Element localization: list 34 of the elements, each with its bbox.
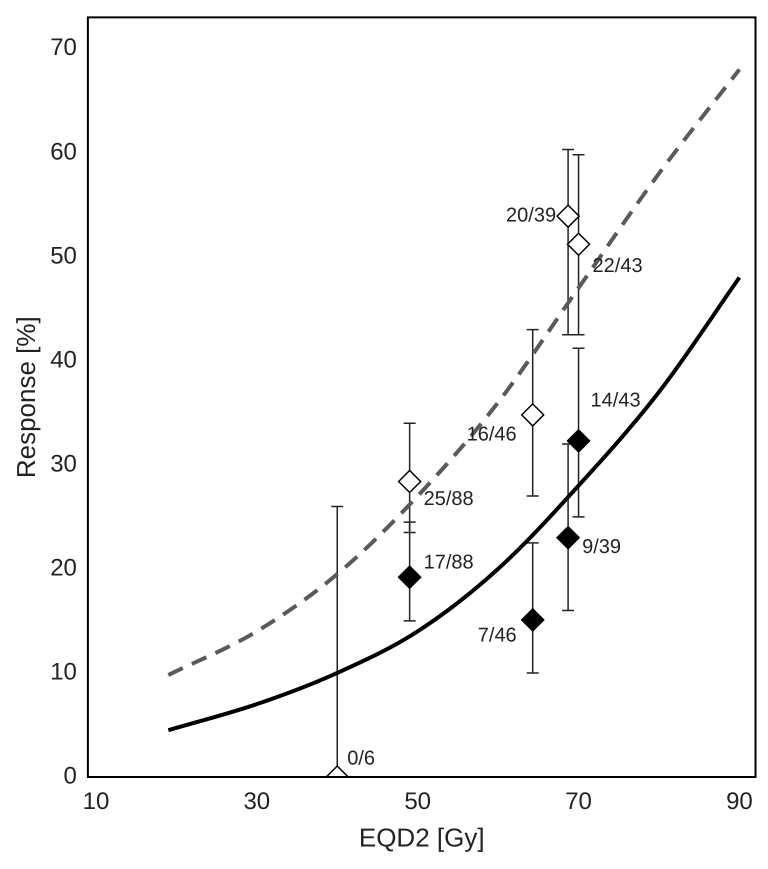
point	[556, 526, 580, 550]
annotation: 22/43	[592, 254, 643, 277]
y-axis-title: Response [%]	[10, 316, 41, 478]
annotation: 14/43	[590, 389, 641, 412]
point	[520, 403, 544, 427]
annotation: 7/46	[478, 624, 517, 646]
y-tick-label: 40	[50, 346, 77, 374]
x-tick-label: 30	[243, 788, 270, 816]
y-tick-label: 10	[50, 658, 77, 686]
point	[520, 608, 544, 632]
x-tick-label: 10	[82, 788, 110, 816]
line-series	[166, 276, 742, 732]
y-tick-label: 50	[50, 242, 77, 270]
x-tick-label: 50	[404, 788, 432, 816]
point	[566, 429, 590, 453]
annotation: 25/88	[424, 488, 474, 510]
x-tick-label: 90	[726, 788, 753, 816]
annotation: 9/39	[582, 536, 622, 558]
point	[398, 470, 422, 494]
point	[398, 565, 422, 589]
y-tick-label: 20	[50, 554, 77, 582]
y-tick-label: 30	[50, 450, 77, 478]
y-tick-label: 70	[50, 34, 77, 62]
line-series	[166, 67, 742, 678]
annotation: 0/6	[347, 748, 376, 770]
point	[556, 204, 580, 228]
x-axis-title: EQD2 [Gy]	[358, 822, 485, 853]
x-tick-label: 70	[565, 788, 592, 816]
y-tick-label: 60	[50, 138, 77, 166]
annotation: 17/88	[424, 552, 474, 574]
annotation: 16/46	[466, 423, 517, 446]
annotation: 20/39	[506, 204, 556, 227]
point	[566, 232, 590, 256]
y-tick-label: 0	[64, 762, 77, 790]
